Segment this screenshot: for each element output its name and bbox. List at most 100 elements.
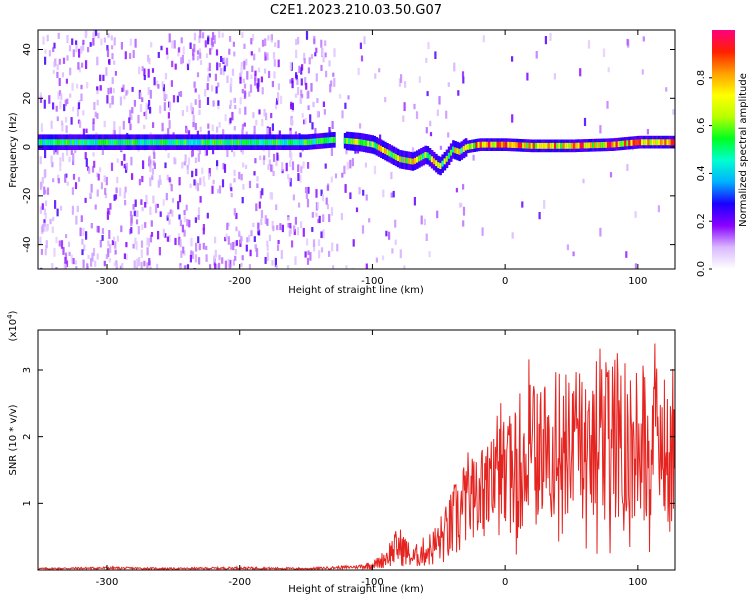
heatmap-cell bbox=[158, 247, 161, 256]
heatmap-cell bbox=[190, 139, 194, 146]
heatmap-cell bbox=[392, 152, 395, 159]
heatmap-cell bbox=[432, 158, 436, 165]
heatmap-cell bbox=[320, 231, 323, 239]
heatmap-cell bbox=[55, 139, 58, 146]
heatmap-cell bbox=[322, 137, 325, 144]
heatmap-cell bbox=[168, 120, 171, 129]
heatmap-cell bbox=[90, 183, 93, 193]
heatmap-cell bbox=[208, 73, 211, 78]
heatmap-cell bbox=[566, 244, 569, 251]
heatmap-cell bbox=[203, 139, 206, 146]
heatmap-cell bbox=[222, 67, 225, 76]
heatmap-cell bbox=[272, 52, 276, 59]
heatmap-cell bbox=[237, 139, 240, 146]
heatmap-cell bbox=[316, 111, 319, 118]
heatmap-cell bbox=[256, 248, 259, 258]
heatmap-cell bbox=[288, 139, 291, 146]
spectrogram-y-ticks: 40 20 0 -20 -40 bbox=[22, 43, 675, 253]
heatmap-cell bbox=[625, 251, 628, 258]
heatmap-cell bbox=[65, 78, 68, 84]
colorbar-gradient bbox=[712, 30, 735, 269]
heatmap-cell bbox=[341, 110, 344, 119]
heatmap-cell bbox=[271, 260, 274, 266]
heatmap-cell bbox=[113, 194, 116, 201]
heatmap-cell bbox=[308, 57, 311, 65]
heatmap-cell bbox=[320, 137, 323, 144]
heatmap-cell bbox=[305, 191, 308, 199]
heatmap-cell bbox=[101, 139, 105, 146]
heatmap-cell bbox=[331, 137, 334, 143]
heatmap-cell bbox=[194, 254, 197, 263]
heatmap-cell bbox=[149, 106, 152, 114]
heatmap-cell bbox=[258, 201, 261, 209]
heatmap-cell bbox=[310, 83, 313, 92]
heatmap-cell bbox=[165, 47, 169, 55]
heatmap-cell bbox=[266, 252, 269, 262]
heatmap-cell bbox=[186, 164, 189, 171]
heatmap-cell bbox=[75, 40, 78, 45]
heatmap-cell bbox=[232, 98, 236, 104]
heatmap-cell bbox=[641, 69, 644, 75]
heatmap-cell bbox=[316, 98, 319, 103]
heatmap-cell bbox=[218, 254, 221, 261]
heatmap-cell bbox=[473, 142, 476, 149]
heatmap-cell bbox=[452, 146, 455, 153]
heatmap-cell bbox=[133, 260, 136, 269]
heatmap-cell bbox=[665, 87, 668, 92]
heatmap-cell bbox=[241, 128, 244, 135]
heatmap-cell bbox=[149, 234, 153, 243]
heatmap-cell bbox=[191, 170, 194, 178]
heatmap-cell bbox=[296, 227, 300, 236]
heatmap-cell bbox=[313, 38, 316, 45]
heatmap-cell bbox=[438, 96, 441, 105]
heatmap-cell bbox=[626, 140, 629, 147]
heatmap-cell bbox=[515, 142, 519, 149]
heatmap-cell bbox=[130, 115, 133, 120]
heatmap-cell bbox=[192, 114, 195, 124]
heatmap-cell bbox=[306, 198, 310, 208]
heatmap-cell bbox=[289, 226, 292, 235]
heatmap-cell bbox=[122, 139, 126, 146]
heatmap-cell bbox=[405, 157, 408, 164]
heatmap-cell bbox=[324, 40, 327, 47]
heatmap-cell bbox=[582, 178, 585, 184]
heatmap-cell bbox=[205, 245, 208, 251]
heatmap-cell bbox=[234, 255, 237, 261]
x-tick-label: -200 bbox=[228, 577, 251, 588]
heatmap-cell bbox=[214, 139, 217, 146]
heatmap-cell bbox=[332, 265, 335, 269]
heatmap-cell bbox=[176, 95, 179, 103]
heatmap-cell bbox=[167, 153, 170, 159]
heatmap-cell bbox=[193, 139, 196, 146]
heatmap-cell bbox=[304, 187, 308, 194]
heatmap-cell bbox=[312, 239, 316, 247]
heatmap-cell bbox=[248, 180, 252, 189]
heatmap-cell bbox=[219, 67, 223, 75]
heatmap-cell bbox=[230, 187, 233, 192]
heatmap-cell bbox=[240, 173, 243, 181]
heatmap-cell bbox=[206, 83, 209, 91]
heatmap-cell bbox=[77, 177, 81, 182]
heatmap-cell bbox=[122, 120, 125, 130]
heatmap-cell bbox=[149, 177, 152, 187]
heatmap-cell bbox=[241, 149, 244, 155]
heatmap-cell bbox=[381, 255, 385, 261]
heatmap-cell bbox=[238, 232, 241, 237]
heatmap-cell bbox=[150, 42, 153, 48]
heatmap-cell bbox=[77, 62, 80, 70]
heatmap-cell bbox=[321, 193, 325, 202]
heatmap-cell bbox=[579, 68, 582, 77]
heatmap-cell bbox=[373, 165, 377, 175]
heatmap-cell bbox=[65, 260, 69, 268]
heatmap-cell bbox=[174, 237, 177, 246]
heatmap-cell bbox=[198, 109, 201, 116]
heatmap-cell bbox=[57, 178, 60, 184]
heatmap-cell bbox=[391, 248, 394, 254]
heatmap-cell bbox=[279, 223, 282, 231]
heatmap-cell bbox=[162, 199, 165, 206]
heatmap-cell bbox=[137, 139, 141, 146]
heatmap-cell bbox=[426, 91, 429, 97]
heatmap-cell bbox=[152, 160, 155, 166]
heatmap-cell bbox=[269, 191, 272, 200]
heatmap-cell bbox=[52, 47, 55, 53]
